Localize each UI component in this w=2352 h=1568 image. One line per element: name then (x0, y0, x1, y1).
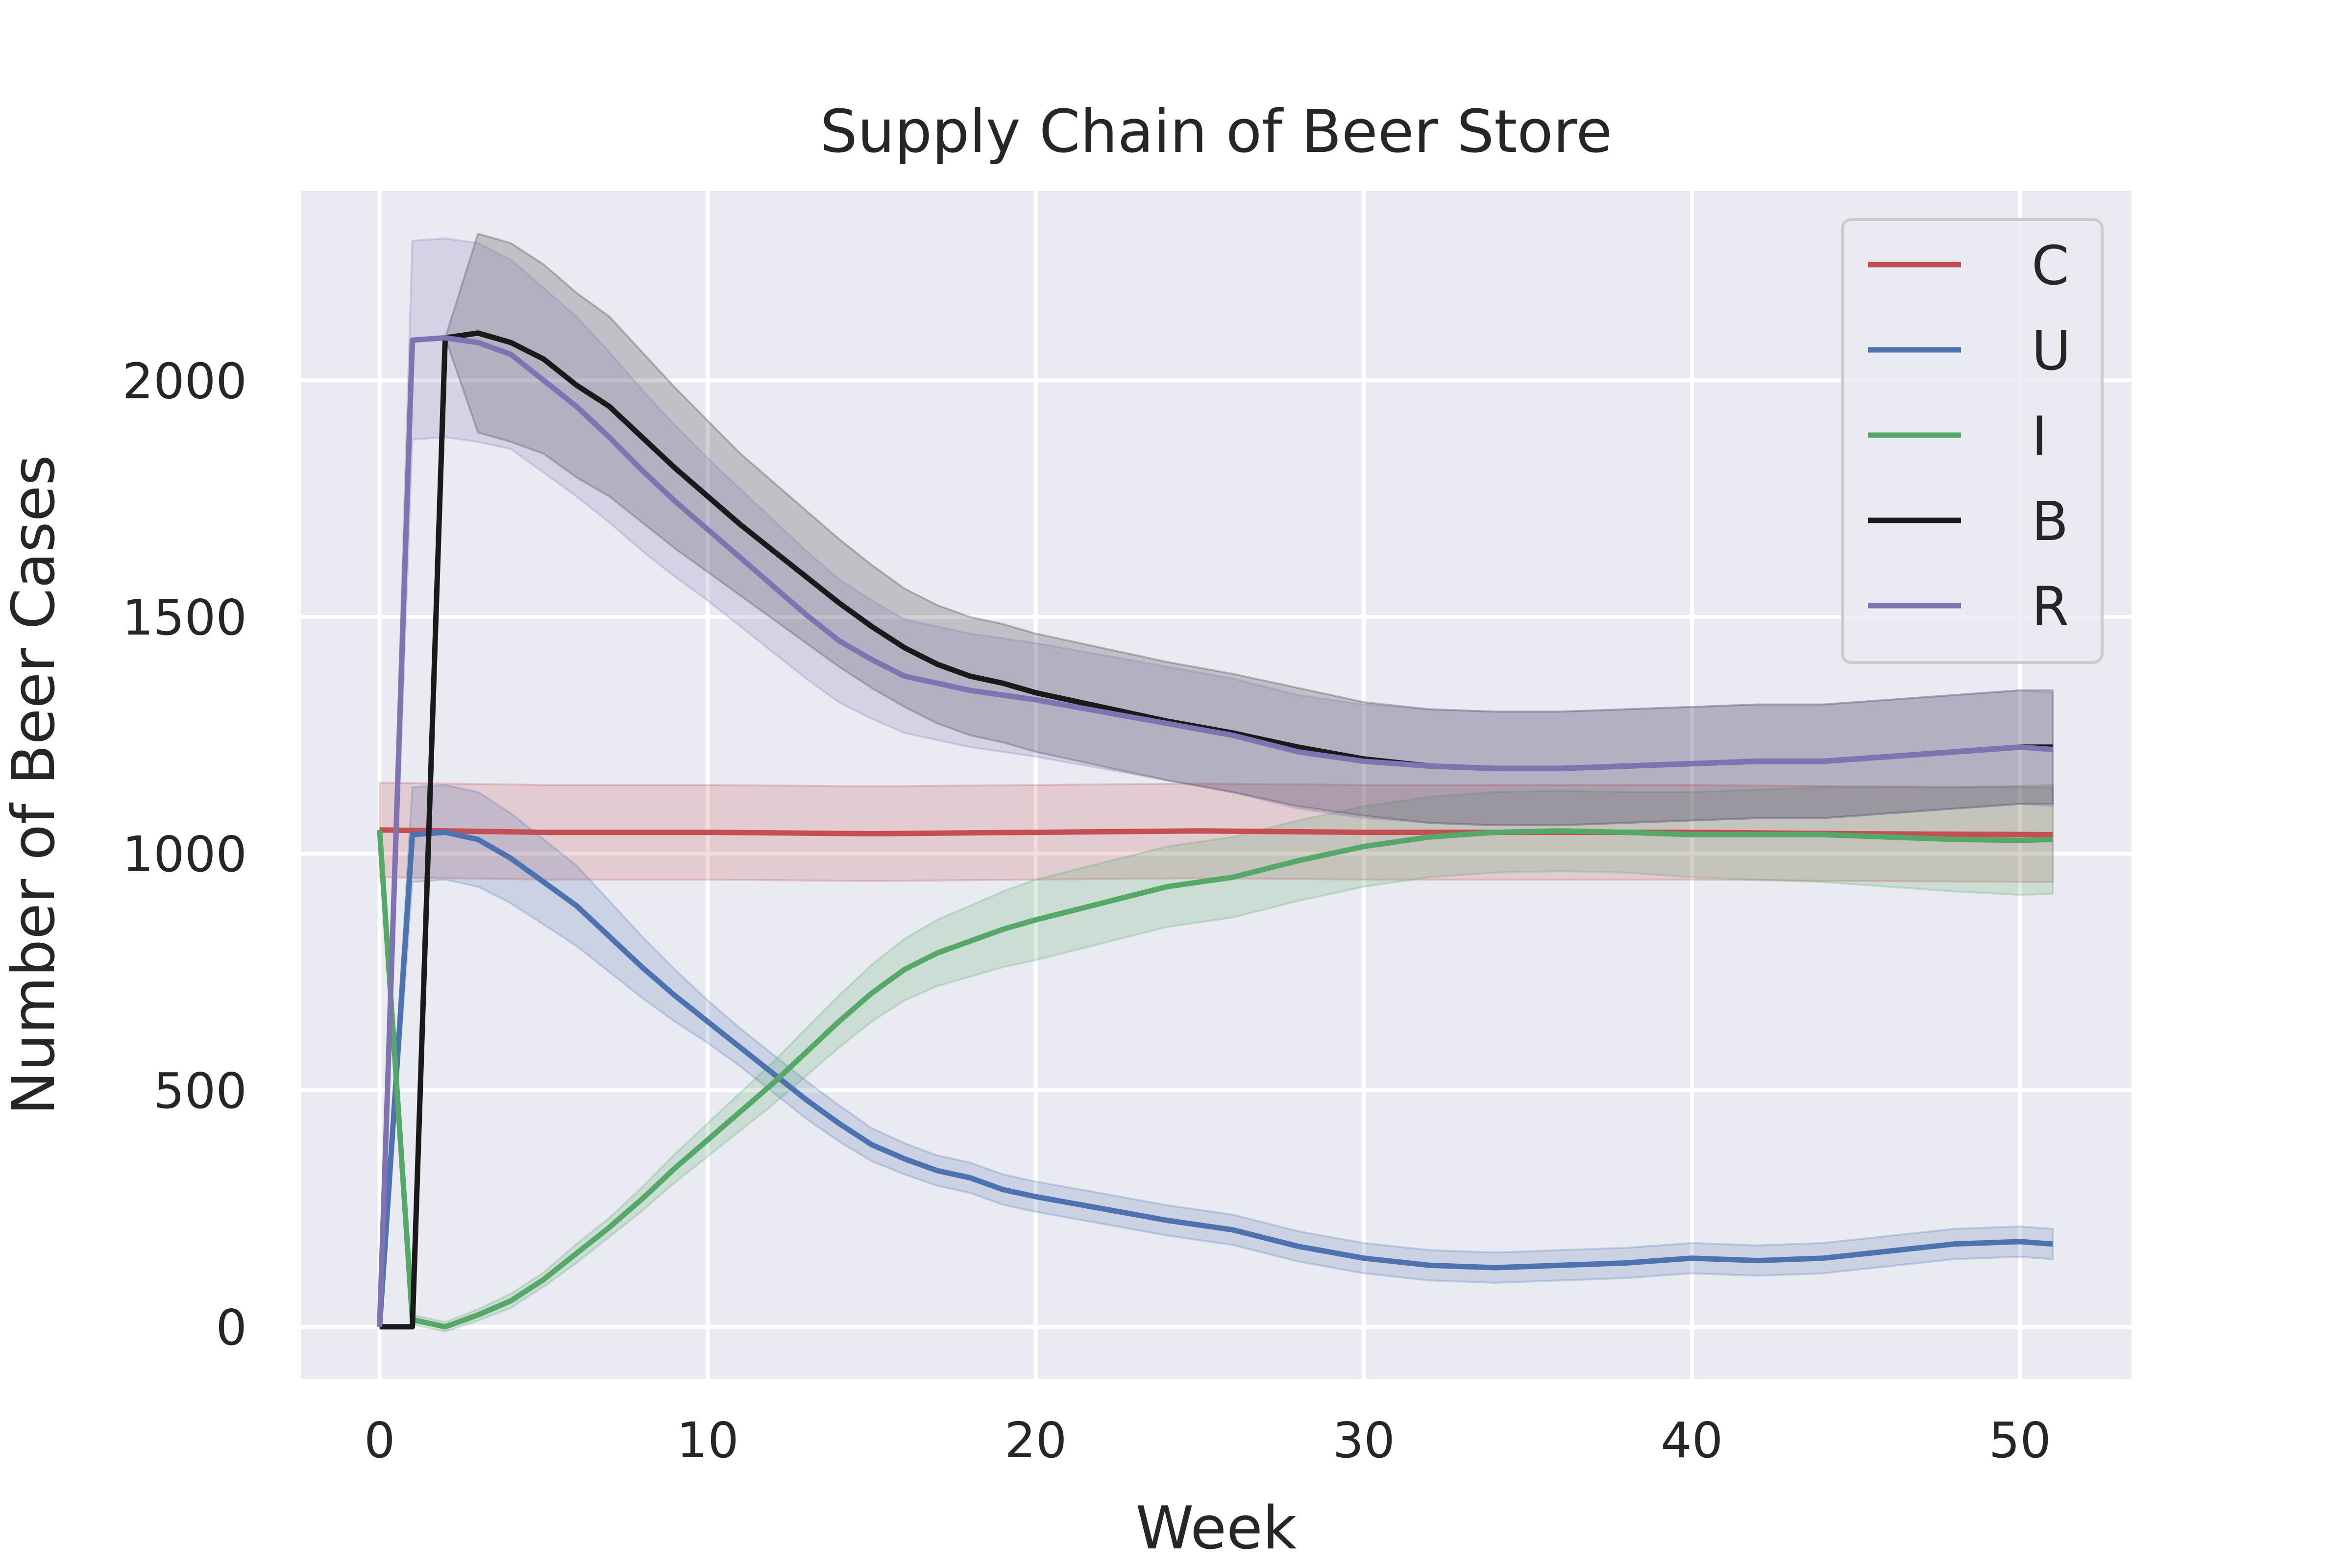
y-tick-label: 500 (153, 1062, 247, 1120)
legend-label-R: R (2032, 575, 2069, 638)
y-tick-label: 0 (216, 1299, 247, 1356)
x-tick-labels: 0 10 20 30 40 50 (364, 1412, 2051, 1469)
y-axis-label: Number of Beer Cases (0, 455, 68, 1115)
series-line-R (377, 335, 2053, 1327)
x-axis-label: Week (1136, 1494, 1297, 1563)
legend-label-U: U (2032, 319, 2071, 382)
legend-label-C: C (2032, 234, 2069, 297)
grid (301, 191, 2132, 1379)
chart-title: Supply Chain of Beer Store (820, 98, 1612, 166)
x-tick-label: 0 (364, 1412, 395, 1469)
y-tick-label: 1000 (122, 826, 247, 883)
legend-label-B: B (2032, 490, 2068, 553)
legend-box (1841, 218, 2104, 664)
y-tick-labels: 0 500 1000 1500 2000 (122, 352, 247, 1356)
series-line-I (377, 828, 2053, 1330)
x-tick-label: 50 (1989, 1412, 2051, 1469)
plot-background (301, 191, 2132, 1379)
x-tick-label: 20 (1004, 1412, 1067, 1469)
x-tick-label: 10 (677, 1412, 739, 1469)
x-tick-label: 40 (1661, 1412, 1723, 1469)
legend-label-I: I (2032, 405, 2047, 467)
y-tick-label: 1500 (122, 589, 247, 646)
x-tick-label: 30 (1333, 1412, 1395, 1469)
y-tick-label: 2000 (122, 352, 247, 410)
series-lines (377, 330, 2053, 1330)
series-line-U (377, 830, 2053, 1327)
